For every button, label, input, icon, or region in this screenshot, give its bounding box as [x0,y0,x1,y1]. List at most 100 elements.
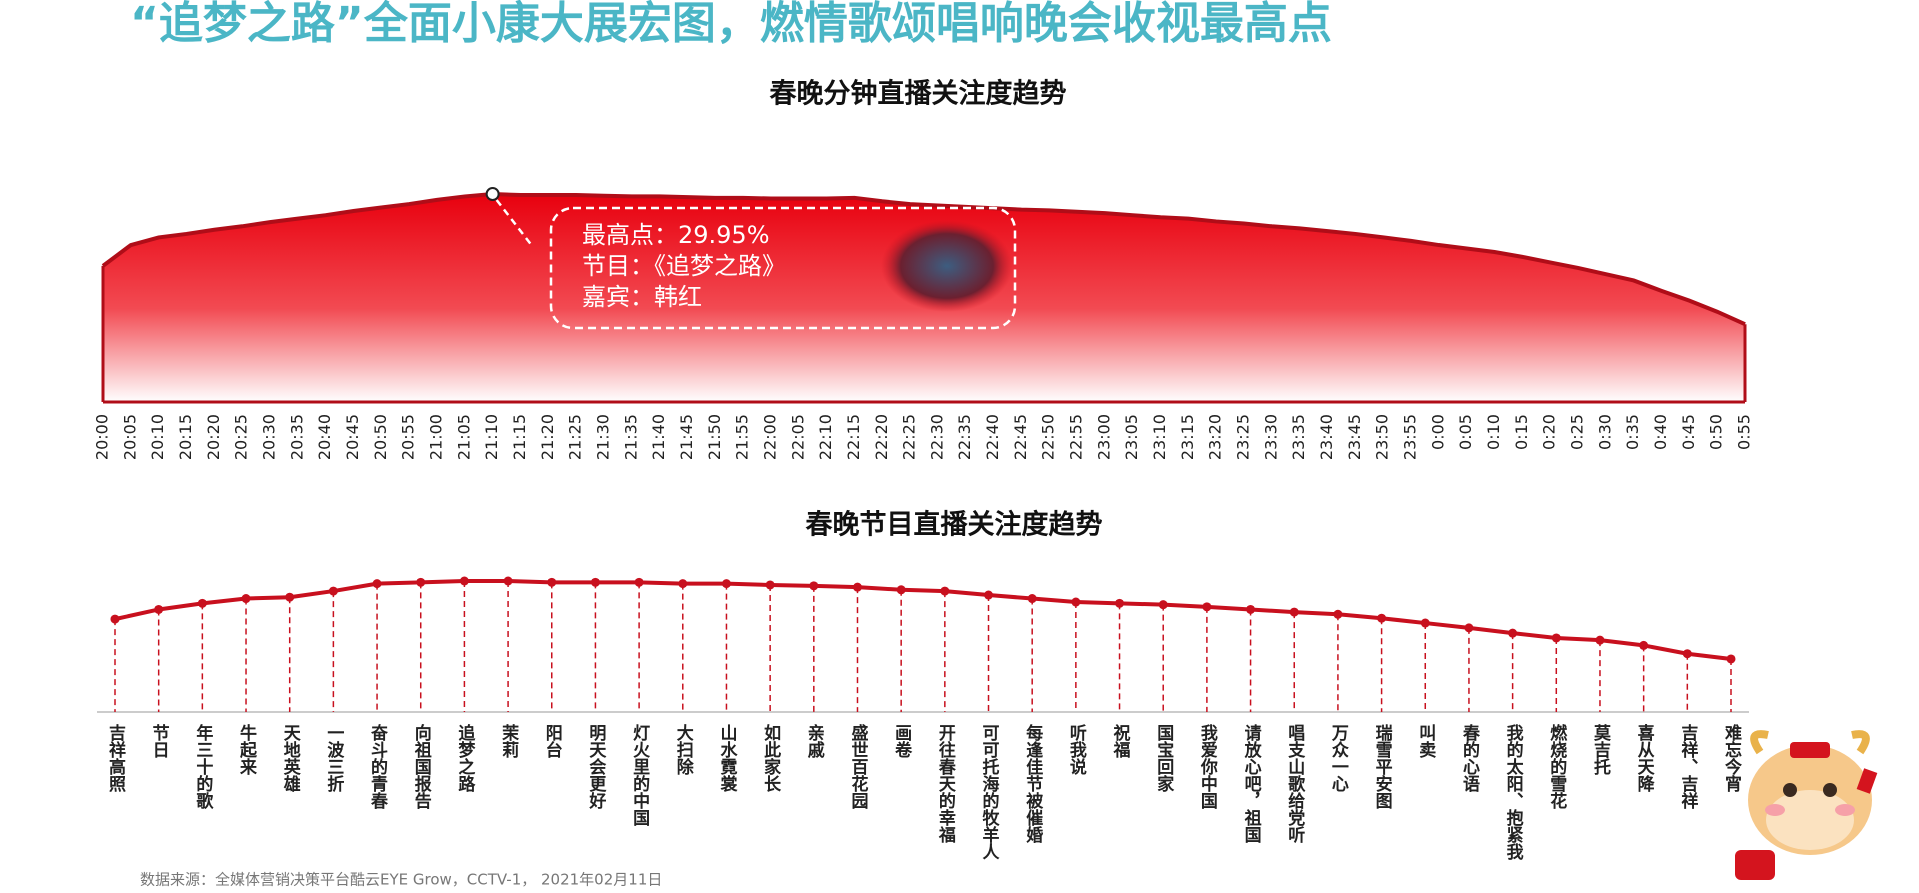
x-tick-label: 山水霓裳 [716,724,738,793]
x-tick-label: 0:55 [1735,414,1754,450]
x-tick-label: 23:30 [1261,414,1280,460]
x-tick-label: 0:00 [1428,414,1447,450]
point [896,585,906,595]
x-tick-label: 22:45 [1011,414,1030,460]
point [416,577,426,587]
callout-text: 嘉宾：韩红 [582,283,702,311]
x-tick-label: 23:10 [1150,414,1169,460]
x-tick-label: 吉祥、吉祥 [1677,724,1698,810]
callout-text: 节目：《追梦之路》 [582,252,786,280]
point [372,579,382,589]
x-tick-label: 22:20 [872,414,891,460]
x-tick-label: 0:10 [1484,414,1503,450]
x-tick-label: 22:25 [900,414,919,460]
x-tick-label: 喜从天降 [1634,724,1655,793]
x-tick-label: 20:00 [93,414,112,460]
x-tick-label: 万众一心 [1328,724,1350,792]
x-tick-label: 22:55 [1067,414,1086,460]
point [1682,649,1692,659]
point [1071,597,1081,607]
x-tick-label: 21:10 [482,414,501,460]
guest-photo [881,220,1013,312]
point [285,592,295,602]
x-tick-label: 21:20 [538,414,557,460]
point [1333,609,1343,619]
x-tick-label: 年三十的歌 [192,723,213,810]
point [503,576,513,586]
line [114,579,1732,661]
point [328,586,338,596]
x-tick-label: 吉祥高照 [105,724,126,793]
x-tick-label: 20:45 [343,414,362,460]
x-tick-label: 21:40 [649,414,668,460]
x-tick-label: 21:55 [733,414,752,460]
x-tick-label: 每逢佳节被催婚 [1022,723,1043,844]
x-tick-label: 23:40 [1317,414,1336,460]
x-tick-label: 21:25 [566,414,585,460]
point [1420,618,1430,628]
x-tick-label: 20:40 [315,414,334,460]
x-tick-label: 亲戚 [804,723,825,759]
area-line [101,191,1746,327]
point [765,580,775,590]
x-tick-label: 22:30 [927,414,946,460]
point [1027,594,1037,604]
x-tick-label: 0:40 [1651,414,1670,450]
x-tick-label: 23:25 [1234,414,1253,460]
x-tick-label: 祝福 [1110,724,1132,759]
x-tick-label: 0:20 [1540,414,1559,450]
x-tick-label: 20:50 [371,414,390,460]
x-tick-label: 23:55 [1401,414,1420,460]
x-tick-label: 请放心吧，祖国 [1241,724,1263,844]
x-tick-label: 23:00 [1094,414,1113,460]
x-tick-label: 23:05 [1122,414,1141,460]
x-tick-label: 国宝回家 [1153,724,1174,793]
x-tick-label: 23:20 [1206,414,1225,460]
x-tick-label: 天地英雄 [280,724,302,793]
point [197,598,207,608]
x-tick-label: 23:15 [1178,414,1197,460]
x-tick-label: 22:35 [955,414,974,460]
x-tick-label: 我爱你中国 [1197,724,1219,810]
point [852,582,862,592]
x-tick-label: 0:25 [1568,414,1587,450]
point [1508,628,1518,638]
chart-title: 春晚节目直播关注度趋势 [806,509,1103,541]
x-tick-label: 春的心语 [1459,723,1480,793]
point [459,576,469,586]
x-tick-label: 可可托海的牧羊人 [979,724,1000,860]
x-tick-label: 22:15 [844,414,863,460]
x-tick-label: 唱支山歌给党听 [1284,724,1305,844]
point [1202,602,1212,612]
point [678,579,688,589]
x-tick-label: 大扫除 [673,723,694,776]
x-tick-label: 20:05 [120,414,139,460]
point [1464,623,1474,633]
x-tick-label: 0:15 [1512,414,1531,450]
x-tick-label: 0:50 [1707,414,1726,450]
x-tick-label: 我的太阳、抱紧我 [1503,724,1524,861]
x-tick-label: 22:05 [788,414,807,460]
x-tick-label: 茉莉 [498,723,518,759]
point [1377,613,1387,623]
x-tick-label: 21:50 [705,414,724,460]
point [1289,607,1299,617]
point [1115,598,1125,608]
x-tick-label: 0:05 [1456,414,1475,450]
x-tick-label: 22:40 [983,414,1002,460]
point [241,594,251,604]
x-tick-label: 22:10 [816,414,835,460]
x-tick-label: 21:05 [454,414,473,460]
mascot [1735,730,1878,880]
chart-title: 春晚分钟直播关注度趋势 [770,78,1067,110]
x-tick-label: 听我说 [1066,723,1087,776]
point [721,579,731,589]
point [110,614,120,624]
x-tick-label: 盛世百花园 [847,723,868,810]
point [154,604,164,614]
point [1158,600,1168,610]
x-tick-label: 开往春天的幸福 [935,724,957,844]
x-tick-label: 0:35 [1623,414,1642,450]
peak-marker [485,187,500,201]
x-tick-label: 一波三折 [323,724,344,793]
